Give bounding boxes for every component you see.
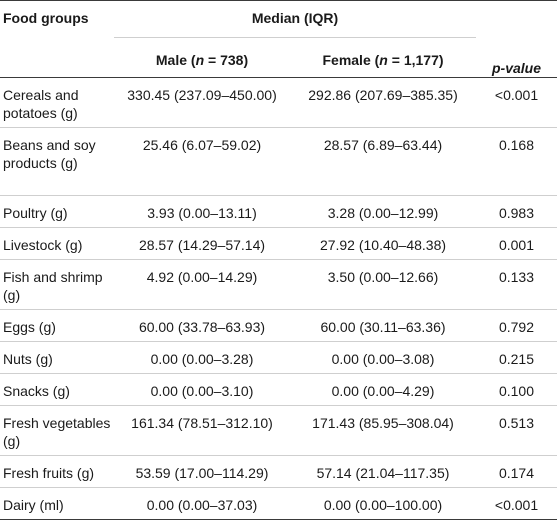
- table-row: Eggs (g) 60.00 (33.78–63.93) 60.00 (30.1…: [0, 309, 557, 342]
- table-row: Poultry (g) 3.93 (0.00–13.11) 3.28 (0.00…: [0, 195, 557, 228]
- table-row: Beans and soy products (g) 25.46 (6.07–5…: [0, 127, 557, 196]
- male-n-value: = 738): [204, 52, 249, 68]
- male-value-cell: 4.92 (0.00–14.29): [114, 259, 290, 310]
- food-group-cell: Poultry (g): [0, 195, 114, 228]
- food-group-cell: Fresh vegetables (g): [0, 405, 114, 456]
- male-n-label: n: [195, 52, 205, 68]
- p-value-cell: <0.001: [476, 487, 557, 520]
- table-row: Snacks (g) 0.00 (0.00–3.10) 0.00 (0.00–4…: [0, 373, 557, 406]
- female-prefix: Female (: [322, 52, 380, 68]
- header-male: Male (n = 738): [114, 38, 290, 78]
- food-group-cell: Fish and shrimp (g): [0, 259, 114, 310]
- male-value-cell: 0.00 (0.00–37.03): [114, 487, 290, 520]
- table-row: Fresh vegetables (g) 161.34 (78.51–312.1…: [0, 405, 557, 456]
- table-body: Cereals and potatoes (g) 330.45 (237.09–…: [0, 77, 557, 520]
- male-value-cell: 330.45 (237.09–450.00): [114, 77, 290, 128]
- p-value-cell: 0.001: [476, 227, 557, 260]
- p-value-cell: 0.174: [476, 455, 557, 488]
- table-row: Nuts (g) 0.00 (0.00–3.28) 0.00 (0.00–3.0…: [0, 341, 557, 374]
- table-row: Cereals and potatoes (g) 330.45 (237.09–…: [0, 77, 557, 128]
- food-group-cell: Beans and soy products (g): [0, 127, 114, 196]
- food-group-cell: Cereals and potatoes (g): [0, 77, 114, 128]
- p-value-cell: 0.100: [476, 373, 557, 406]
- p-value-cell: 0.215: [476, 341, 557, 374]
- header-p-value: p-value: [476, 1, 557, 78]
- female-value-cell: 3.50 (0.00–12.66): [290, 259, 476, 310]
- male-value-cell: 53.59 (17.00–114.29): [114, 455, 290, 488]
- p-value-cell: <0.001: [476, 77, 557, 128]
- male-value-cell: 25.46 (6.07–59.02): [114, 127, 290, 196]
- male-prefix: Male (: [155, 52, 196, 68]
- male-value-cell: 0.00 (0.00–3.10): [114, 373, 290, 406]
- table-row: Livestock (g) 28.57 (14.29–57.14) 27.92 …: [0, 227, 557, 260]
- food-group-cell: Livestock (g): [0, 227, 114, 260]
- p-value-cell: 0.792: [476, 309, 557, 342]
- female-value-cell: 292.86 (207.69–385.35): [290, 77, 476, 128]
- p-value-cell: 0.168: [476, 127, 557, 196]
- food-group-cell: Nuts (g): [0, 341, 114, 374]
- table-row: Fish and shrimp (g) 4.92 (0.00–14.29) 3.…: [0, 259, 557, 310]
- p-value-cell: 0.513: [476, 405, 557, 456]
- food-group-cell: Eggs (g): [0, 309, 114, 342]
- male-value-cell: 3.93 (0.00–13.11): [114, 195, 290, 228]
- male-value-cell: 28.57 (14.29–57.14): [114, 227, 290, 260]
- food-group-cell: Dairy (ml): [0, 487, 114, 520]
- table-row: Dairy (ml) 0.00 (0.00–37.03) 0.00 (0.00–…: [0, 487, 557, 520]
- female-value-cell: 3.28 (0.00–12.99): [290, 195, 476, 228]
- female-value-cell: 0.00 (0.00–3.08): [290, 341, 476, 374]
- header-median-iqr: Median (IQR): [114, 0, 476, 38]
- header-food-groups: Food groups: [3, 10, 89, 26]
- female-value-cell: 171.43 (85.95–308.04): [290, 405, 476, 456]
- female-value-cell: 0.00 (0.00–4.29): [290, 373, 476, 406]
- food-group-cell: Fresh fruits (g): [0, 455, 114, 488]
- table-row: Fresh fruits (g) 53.59 (17.00–114.29) 57…: [0, 455, 557, 488]
- female-value-cell: 28.57 (6.89–63.44): [290, 127, 476, 196]
- header-female: Female (n = 1,177): [290, 38, 476, 78]
- p-value-cell: 0.983: [476, 195, 557, 228]
- female-n-label: n: [379, 52, 388, 68]
- female-value-cell: 60.00 (30.11–63.36): [290, 309, 476, 342]
- header-row-1: Food groups Median (IQR) p-value: [0, 0, 557, 76]
- female-value-cell: 27.92 (10.40–48.38): [290, 227, 476, 260]
- p-value-cell: 0.133: [476, 259, 557, 310]
- female-value-cell: 0.00 (0.00–100.00): [290, 487, 476, 520]
- male-value-cell: 0.00 (0.00–3.28): [114, 341, 290, 374]
- header-row-2: Male (n = 738) Female (n = 1,177): [0, 38, 557, 78]
- female-n-value: = 1,177): [387, 52, 444, 68]
- food-group-cell: Snacks (g): [0, 373, 114, 406]
- female-value-cell: 57.14 (21.04–117.35): [290, 455, 476, 488]
- male-value-cell: 60.00 (33.78–63.93): [114, 309, 290, 342]
- p-value-label: p-value: [491, 60, 541, 76]
- male-value-cell: 161.34 (78.51–312.10): [114, 405, 290, 456]
